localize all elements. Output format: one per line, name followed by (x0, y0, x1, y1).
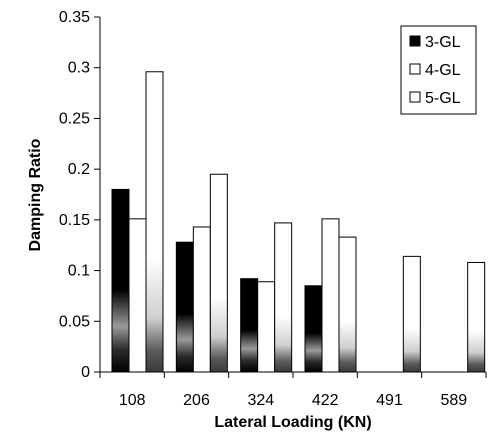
bars-group (111, 71, 486, 373)
y-tick-label: 0.1 (68, 263, 90, 280)
x-tick-label: 422 (312, 392, 339, 409)
x-tick-label: 108 (119, 392, 146, 409)
y-tick-label: 0.25 (59, 110, 90, 127)
bar-3-GL-324 (240, 278, 259, 373)
bar-4-GL-206 (192, 226, 211, 373)
legend-swatch-5-GL (409, 91, 421, 103)
bar-4-GL-422 (321, 218, 340, 373)
bar-5-GL-422 (338, 236, 357, 373)
x-tick-label: 324 (247, 392, 274, 409)
legend-swatch-3-GL (409, 35, 421, 47)
y-tick-label: 0.15 (59, 212, 90, 229)
legend-label-5-GL: 5-GL (425, 90, 461, 107)
legend-label-4-GL: 4-GL (425, 62, 461, 79)
x-tick-label: 206 (183, 392, 210, 409)
bar-4-GL-108 (128, 218, 147, 373)
x-tick-label: 491 (376, 392, 403, 409)
bar-3-GL-108 (111, 188, 130, 373)
bar-5-GL-206 (209, 173, 228, 373)
legend-label-3-GL: 3-GL (425, 34, 461, 51)
y-axis-title: Damping Ratio (27, 138, 44, 251)
bar-5-GL-589 (467, 261, 486, 373)
bar-3-GL-422 (304, 285, 323, 373)
axes-group: 0 0.05 0.1 0.15 0.2 0.25 0.3 0.35 108 206 324 422 49… (59, 9, 487, 409)
bar-3-GL-206 (175, 241, 194, 373)
legend: 3-GL 4-GL 5-GL (400, 25, 477, 115)
y-tick-label: 0.3 (68, 60, 90, 77)
y-tick-label: 0.35 (59, 9, 90, 26)
x-axis-title: Lateral Loading (KN) (214, 414, 371, 431)
y-tick-label: 0.2 (68, 161, 90, 178)
bar-5-GL-491 (402, 255, 421, 373)
x-tick-label: 589 (440, 392, 467, 409)
y-tick-label: 0 (81, 364, 90, 381)
bar-4-GL-324 (257, 281, 276, 373)
bar-5-GL-108 (145, 71, 164, 373)
y-tick-label: 0.05 (59, 313, 90, 330)
bar-5-GL-324 (274, 222, 293, 373)
legend-swatch-4-GL (409, 63, 421, 75)
